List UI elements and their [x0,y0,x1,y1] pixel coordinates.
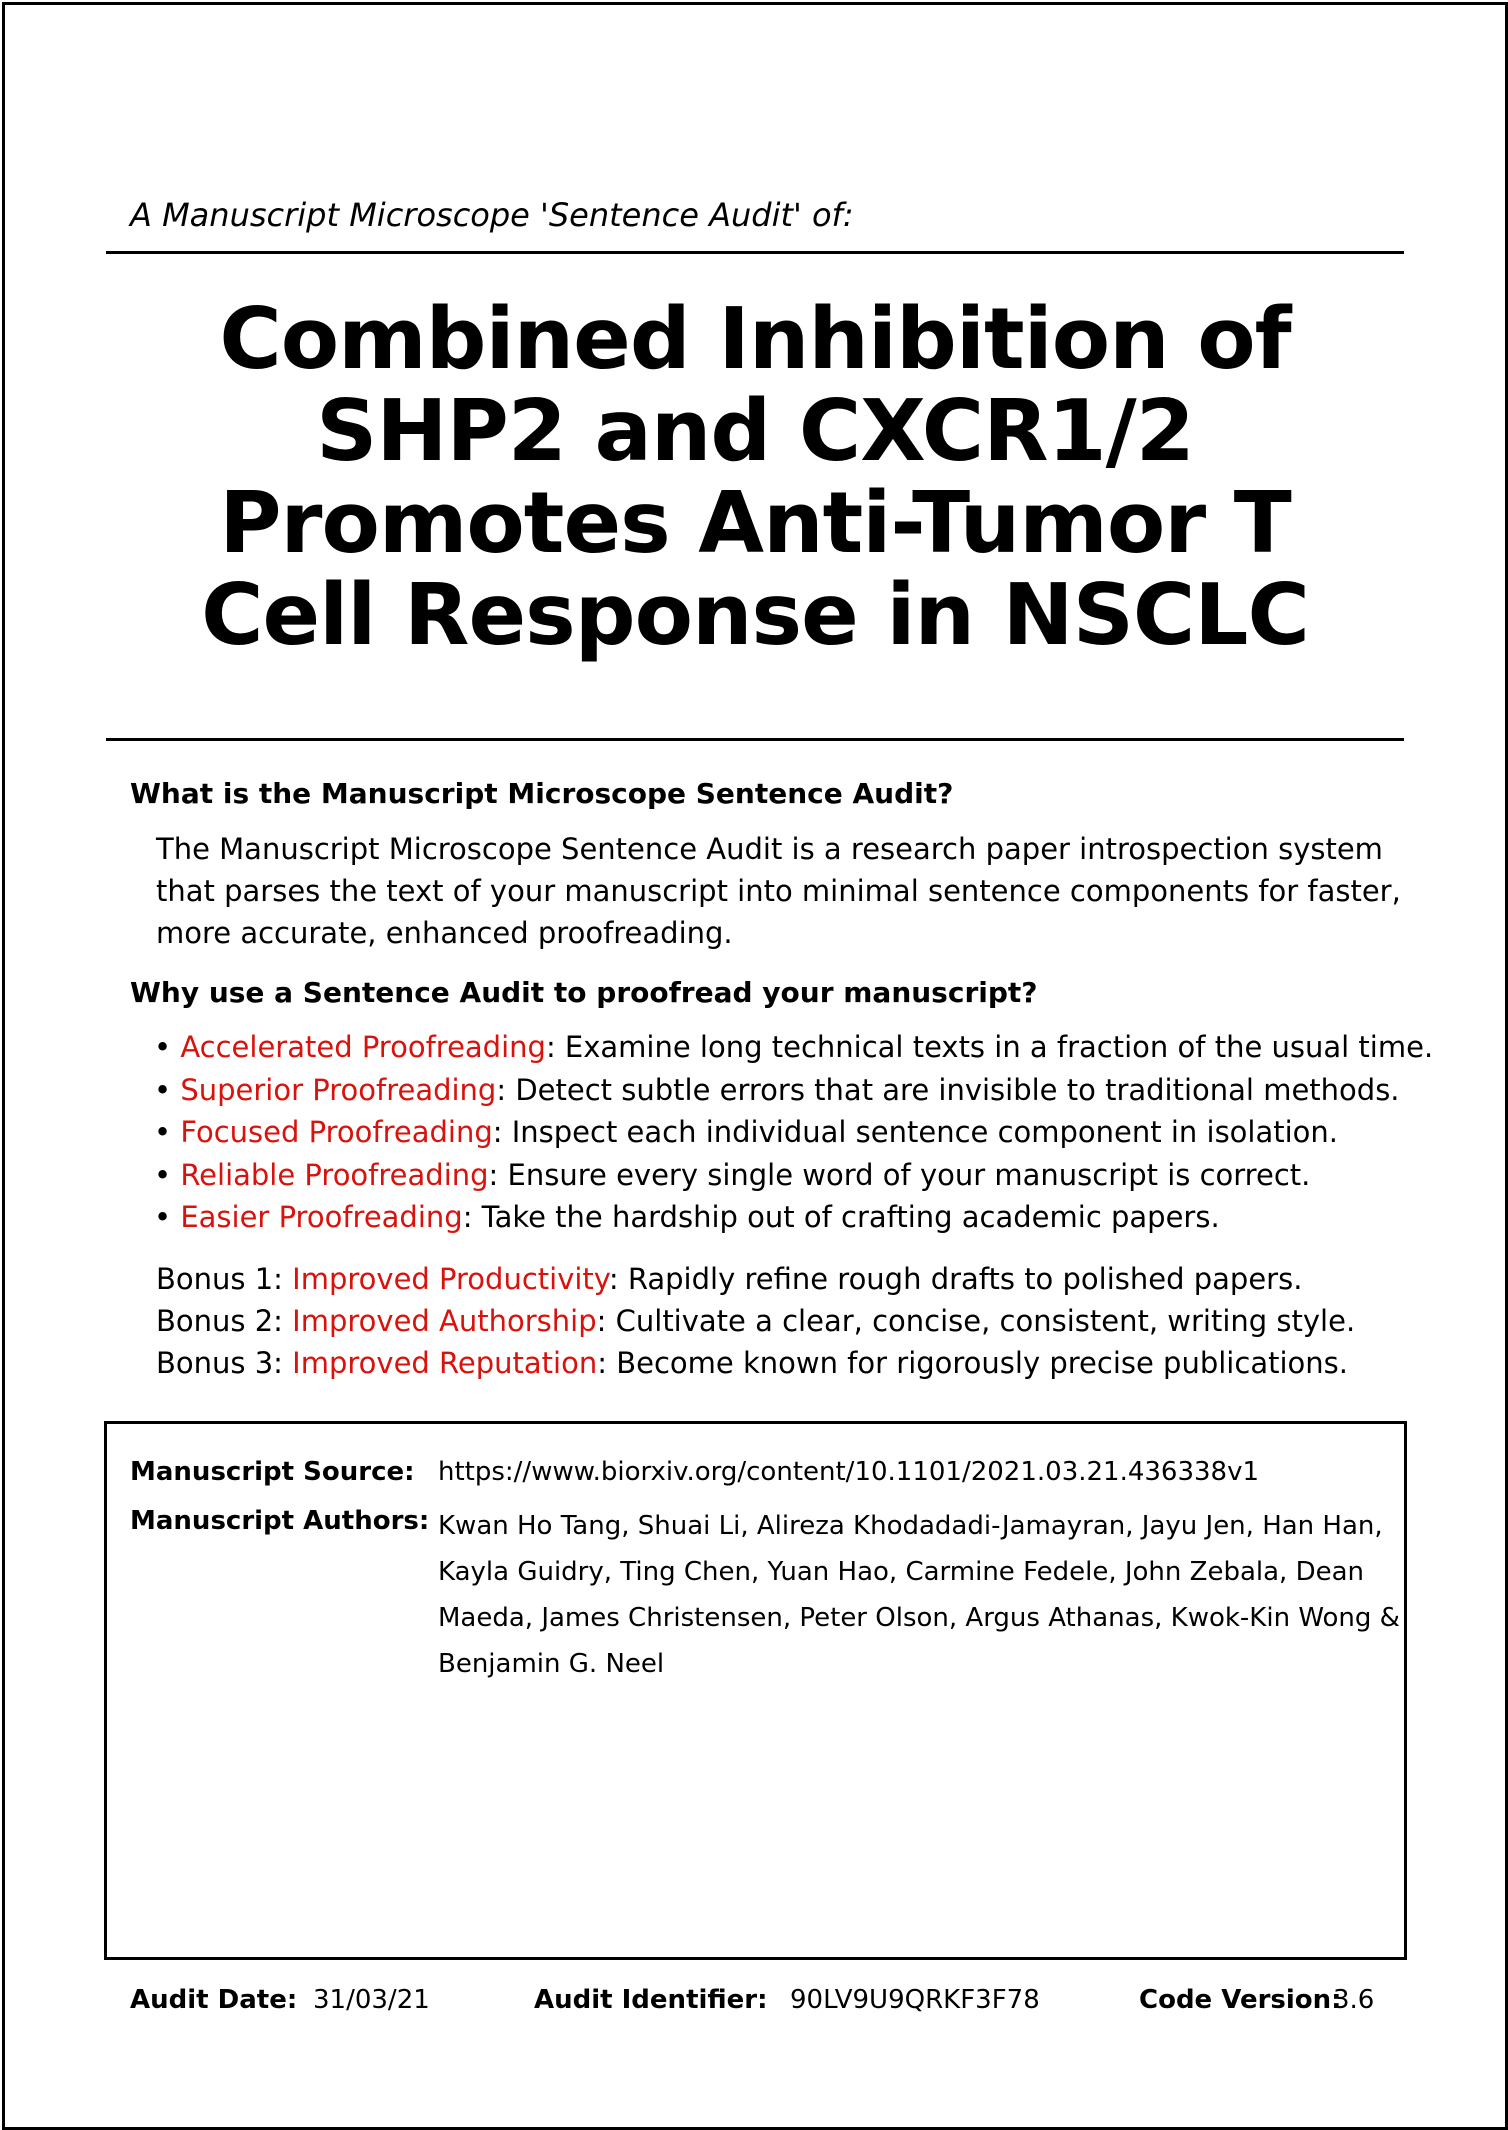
bonus-item: Bonus 2: Improved Authorship: Cultivate … [156,1300,1355,1342]
authors-line: Kayla Guidry, Ting Chen, Yuan Hao, Carmi… [438,1557,1364,1587]
bonus-list: Bonus 1: Improved Productivity: Rapidly … [156,1258,1355,1384]
bonus-text: : Cultivate a clear, concise, consistent… [596,1304,1356,1338]
audit-identifier-value: 90LV9U9QRKF3F78 [790,1985,1040,2015]
bonus-text: : Rapidly refine rough drafts to polishe… [608,1262,1303,1296]
benefit-text: : Detect subtle errors that are invisibl… [496,1072,1400,1107]
bonus-prefix: Bonus 1: [156,1262,293,1296]
title-line: Cell Response in NSCLC [201,566,1310,665]
title-divider [106,738,1404,741]
manuscript-title: Combined Inhibition of SHP2 and CXCR1/2 … [106,294,1404,662]
bonus-term: Improved Productivity [292,1262,609,1296]
title-line: Promotes Anti-Tumor T [219,474,1292,573]
bullet-icon: • [154,1157,181,1192]
benefit-item: • Reliable Proofreading: Ensure every si… [154,1154,1433,1197]
benefit-term: Accelerated Proofreading [180,1030,546,1064]
paragraph-line: more accurate, enhanced proofreading. [156,916,733,950]
bonus-item: Bonus 1: Improved Productivity: Rapidly … [156,1258,1355,1300]
benefits-list: • Accelerated Proofreading: Examine long… [154,1026,1433,1239]
benefit-text: : Ensure every single word of your manus… [488,1157,1311,1192]
top-divider [106,251,1404,254]
bullet-icon: • [154,1072,181,1107]
audit-intro: A Manuscript Microscope 'Sentence Audit'… [130,196,854,234]
audit-identifier-label: Audit Identifier: [534,1985,768,2015]
manuscript-source-value: https://www.biorxiv.org/content/10.1101/… [438,1457,1260,1487]
benefit-term: Reliable Proofreading [180,1157,489,1192]
benefit-term: Focused Proofreading [180,1115,493,1149]
authors-line: Kwan Ho Tang, Shuai Li, Alireza Khodadad… [438,1511,1383,1541]
manuscript-authors-label: Manuscript Authors: [130,1506,430,1536]
section-paragraph-what: The Manuscript Microscope Sentence Audit… [156,828,1406,954]
benefit-text: : Examine long technical texts in a frac… [545,1030,1434,1064]
paragraph-line: that parses the text of your manuscript … [156,874,1401,908]
benefit-item: • Superior Proofreading: Detect subtle e… [154,1069,1433,1112]
benefit-text: : Take the hardship out of crafting acad… [462,1200,1220,1234]
audit-date-value: 31/03/21 [313,1985,430,2015]
title-line: Combined Inhibition of [219,290,1291,389]
code-version-value: 3.6 [1333,1985,1375,2015]
bullet-icon: • [154,1030,181,1064]
title-line: SHP2 and CXCR1/2 [316,382,1195,481]
benefit-item: • Focused Proofreading: Inspect each ind… [154,1111,1433,1154]
bullet-icon: • [154,1115,181,1149]
authors-line: Maeda, James Christensen, Peter Olson, A… [438,1603,1400,1633]
manuscript-authors-value: Kwan Ho Tang, Shuai Li, Alireza Khodadad… [438,1503,1400,1687]
bonus-term: Improved Reputation [292,1346,598,1380]
bonus-item: Bonus 3: Improved Reputation: Become kno… [156,1342,1355,1384]
authors-line: Benjamin G. Neel [438,1649,665,1679]
section-heading-why: Why use a Sentence Audit to proofread yo… [130,976,1038,1009]
paragraph-line: The Manuscript Microscope Sentence Audit… [156,832,1383,866]
benefit-term: Easier Proofreading [180,1200,463,1234]
bonus-term: Improved Authorship [292,1304,597,1338]
manuscript-info-box [104,1421,1407,1960]
audit-date-label: Audit Date: [130,1985,298,2015]
bullet-icon: • [154,1200,181,1234]
benefit-text: : Inspect each individual sentence compo… [492,1115,1339,1149]
benefit-item: • Easier Proofreading: Take the hardship… [154,1196,1433,1239]
section-heading-what: What is the Manuscript Microscope Senten… [130,777,954,810]
bonus-prefix: Bonus 3: [156,1346,293,1380]
bonus-prefix: Bonus 2: [156,1304,293,1338]
code-version-label: Code Version: [1139,1985,1342,2015]
benefit-term: Superior Proofreading [180,1072,497,1107]
bonus-text: : Become known for rigorously precise pu… [597,1346,1348,1380]
manuscript-source-label: Manuscript Source: [130,1457,415,1487]
benefit-item: • Accelerated Proofreading: Examine long… [154,1026,1433,1069]
